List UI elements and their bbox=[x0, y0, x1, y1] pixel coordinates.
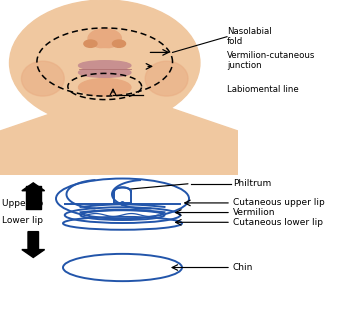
Text: Philtrum: Philtrum bbox=[233, 179, 271, 188]
FancyArrow shape bbox=[22, 232, 45, 257]
Polygon shape bbox=[0, 101, 238, 175]
Ellipse shape bbox=[84, 40, 97, 47]
Text: Vermilion-cutaneous
junction: Vermilion-cutaneous junction bbox=[227, 51, 315, 70]
Text: Cutaneous lower lip: Cutaneous lower lip bbox=[233, 218, 323, 227]
Ellipse shape bbox=[90, 49, 119, 66]
Text: Chin: Chin bbox=[233, 263, 253, 272]
Ellipse shape bbox=[145, 61, 188, 96]
Ellipse shape bbox=[21, 61, 64, 96]
Text: Cutaneous upper lip: Cutaneous upper lip bbox=[233, 198, 324, 207]
Text: Upper lip: Upper lip bbox=[2, 199, 43, 208]
Text: Lower lip: Lower lip bbox=[2, 216, 43, 225]
Ellipse shape bbox=[88, 29, 121, 48]
Text: Nasolabial
fold: Nasolabial fold bbox=[227, 27, 272, 46]
Ellipse shape bbox=[78, 79, 131, 96]
Text: Vermilion: Vermilion bbox=[233, 208, 275, 217]
FancyArrow shape bbox=[22, 183, 45, 209]
Text: Labiomental line: Labiomental line bbox=[227, 85, 299, 94]
Ellipse shape bbox=[112, 40, 126, 47]
Ellipse shape bbox=[78, 68, 131, 77]
Ellipse shape bbox=[78, 61, 131, 70]
Ellipse shape bbox=[9, 0, 200, 126]
